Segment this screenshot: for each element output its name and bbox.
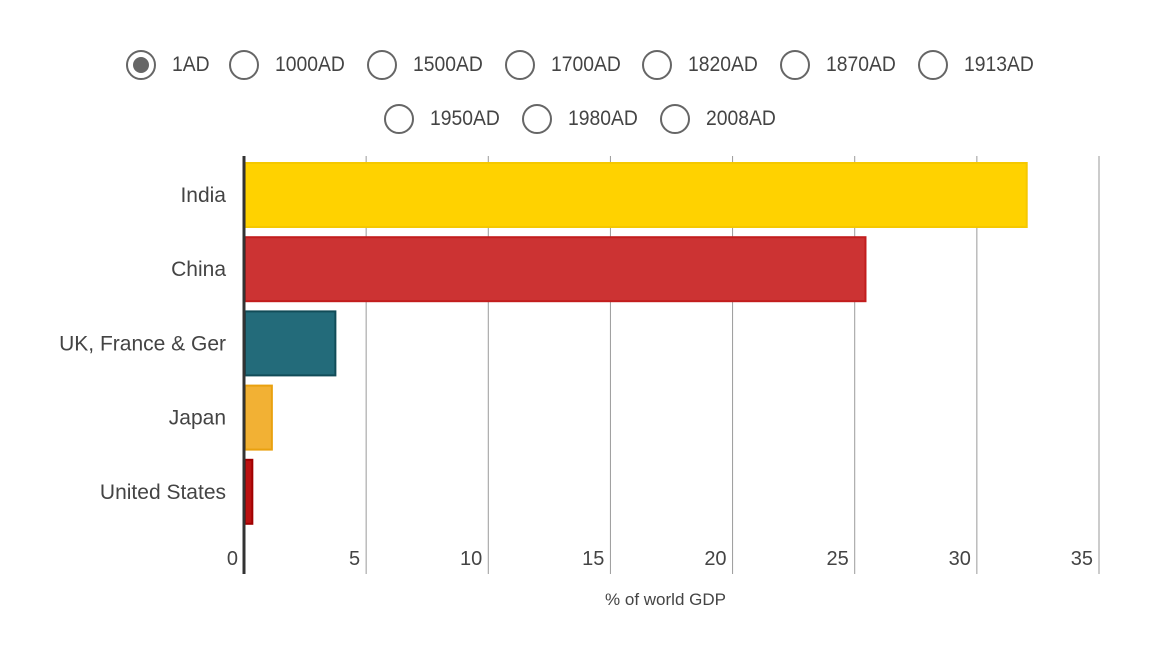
radio-button[interactable] <box>659 104 690 134</box>
x-tick-label: 10 <box>460 548 482 570</box>
x-tick-label: 25 <box>826 548 848 570</box>
x-tick-label: 30 <box>949 548 971 570</box>
year-option-1700ad[interactable]: 1700AD <box>504 50 627 80</box>
radio-button[interactable] <box>366 50 397 80</box>
bar-uk-france-ger <box>244 310 337 377</box>
x-axis-title: % of world GDP <box>605 590 726 609</box>
bar-united-states <box>244 458 254 525</box>
year-option-1980ad[interactable]: 1980AD <box>522 104 644 134</box>
radio-label: 1950AD <box>430 107 500 130</box>
year-option-1000ad[interactable]: 1000AD <box>228 50 351 80</box>
bar-india <box>244 162 1028 228</box>
year-option-1820ad[interactable]: 1820AD <box>642 50 764 80</box>
x-tick-label: 35 <box>1071 548 1093 570</box>
year-options-row-1: 1AD 1000AD 1500AD 1700AD 1820AD 1870AD 1913AD <box>0 50 1166 80</box>
bar-japan <box>244 384 273 451</box>
category-labels: India China UK, France & Ger Japan United St… <box>59 184 226 504</box>
radio-label: 1870AD <box>826 53 897 76</box>
radio-label: 1500AD <box>412 53 483 76</box>
radio-label: 1820AD <box>688 53 759 76</box>
radio-button[interactable] <box>522 104 553 134</box>
radio-label: 1913AD <box>964 53 1035 76</box>
x-tick-label: 5 <box>349 548 360 570</box>
year-option-1913ad[interactable]: 1913AD <box>918 50 1040 80</box>
radio-button[interactable] <box>228 50 259 80</box>
year-option-1870ad[interactable]: 1870AD <box>780 50 902 80</box>
year-options-row-2: 1950AD 1980AD 2008AD <box>0 104 1166 134</box>
radio-label: 1AD <box>171 53 210 76</box>
radio-button[interactable] <box>384 104 415 134</box>
year-option-1ad[interactable]: 1AD <box>125 50 213 80</box>
x-tick-label: 0 <box>227 548 238 570</box>
radio-label: 2008AD <box>705 107 776 130</box>
x-tick-label: 15 <box>582 548 604 570</box>
category-label: United States <box>100 481 226 504</box>
radio-label: 1980AD <box>568 107 638 130</box>
tick-labels: 0 5 10 15 20 25 30 35 <box>227 548 1093 570</box>
year-option-1500ad[interactable]: 1500AD <box>366 50 489 80</box>
radio-label: 1700AD <box>550 53 621 76</box>
bar-china <box>244 236 867 303</box>
radio-button[interactable] <box>125 50 156 80</box>
category-label: India <box>180 184 226 207</box>
year-option-2008ad[interactable]: 2008AD <box>659 104 782 134</box>
category-label: China <box>171 258 226 281</box>
category-label: UK, France & Ger <box>59 332 226 355</box>
year-option-1950ad[interactable]: 1950AD <box>384 104 506 134</box>
radio-button[interactable] <box>642 50 673 80</box>
radio-label: 1000AD <box>274 53 345 76</box>
bars <box>244 162 1028 525</box>
category-label: Japan <box>169 407 226 430</box>
radio-button[interactable] <box>780 50 811 80</box>
radio-button[interactable] <box>504 50 535 80</box>
radio-button[interactable] <box>918 50 949 80</box>
x-tick-label: 20 <box>704 548 726 570</box>
